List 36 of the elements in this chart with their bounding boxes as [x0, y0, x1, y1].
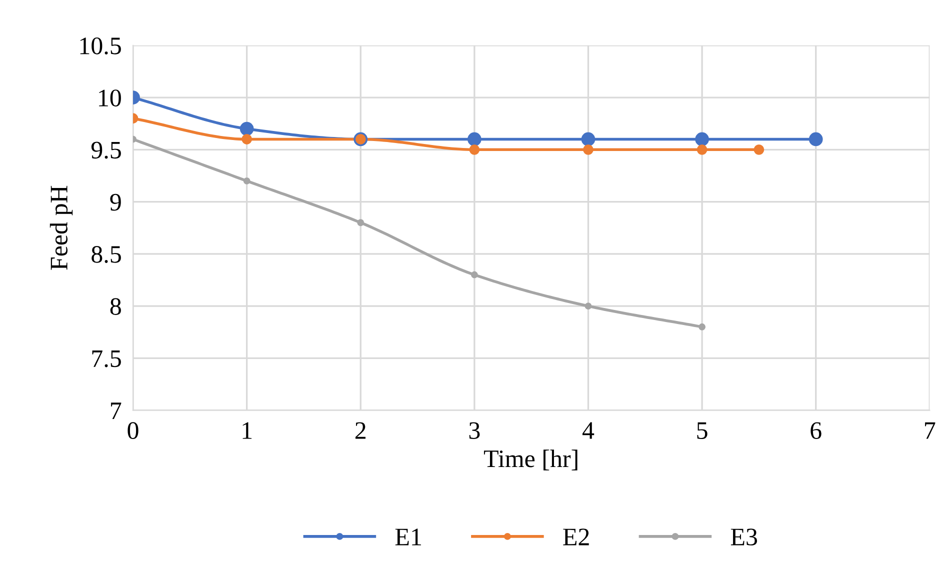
y-tick-label: 10.5	[80, 37, 121, 54]
point	[754, 144, 764, 155]
point	[242, 134, 252, 144]
point	[698, 323, 706, 330]
y-tick-label: 7	[111, 402, 122, 419]
y-tick-label: 7.5	[92, 350, 121, 368]
legend-label: E3	[730, 528, 758, 546]
point	[583, 144, 594, 155]
y-tick-label: 9	[110, 194, 121, 211]
x-tick-label: 5	[697, 422, 708, 440]
y-tick-label: 8.5	[92, 246, 121, 263]
x-tick-label: 6	[810, 422, 822, 440]
x-tick-label: 0	[128, 422, 138, 440]
point	[470, 271, 478, 278]
y-tick-label: 8	[110, 298, 121, 315]
point	[696, 144, 708, 155]
point	[243, 177, 250, 184]
point	[467, 132, 482, 146]
y-axis-title: Feed pH	[50, 186, 73, 270]
y-tick-label: 10	[99, 90, 121, 106]
y-tick-label: 9.5	[91, 142, 121, 159]
x-tick-label: 2	[355, 422, 366, 439]
point	[357, 219, 364, 226]
point	[808, 132, 823, 146]
x-tick-label: 3	[469, 422, 480, 440]
point	[584, 302, 592, 310]
point	[240, 122, 254, 136]
point	[581, 132, 596, 146]
legend-label: E1	[395, 528, 421, 546]
x-tick-label: 4	[582, 422, 594, 439]
x-tick-label: 1	[242, 422, 252, 439]
legend-label: E2	[563, 528, 589, 546]
point	[695, 132, 709, 146]
x-tick-label: 7	[925, 422, 936, 439]
point	[469, 144, 480, 155]
x-axis-title: Time [hr]	[484, 450, 578, 470]
